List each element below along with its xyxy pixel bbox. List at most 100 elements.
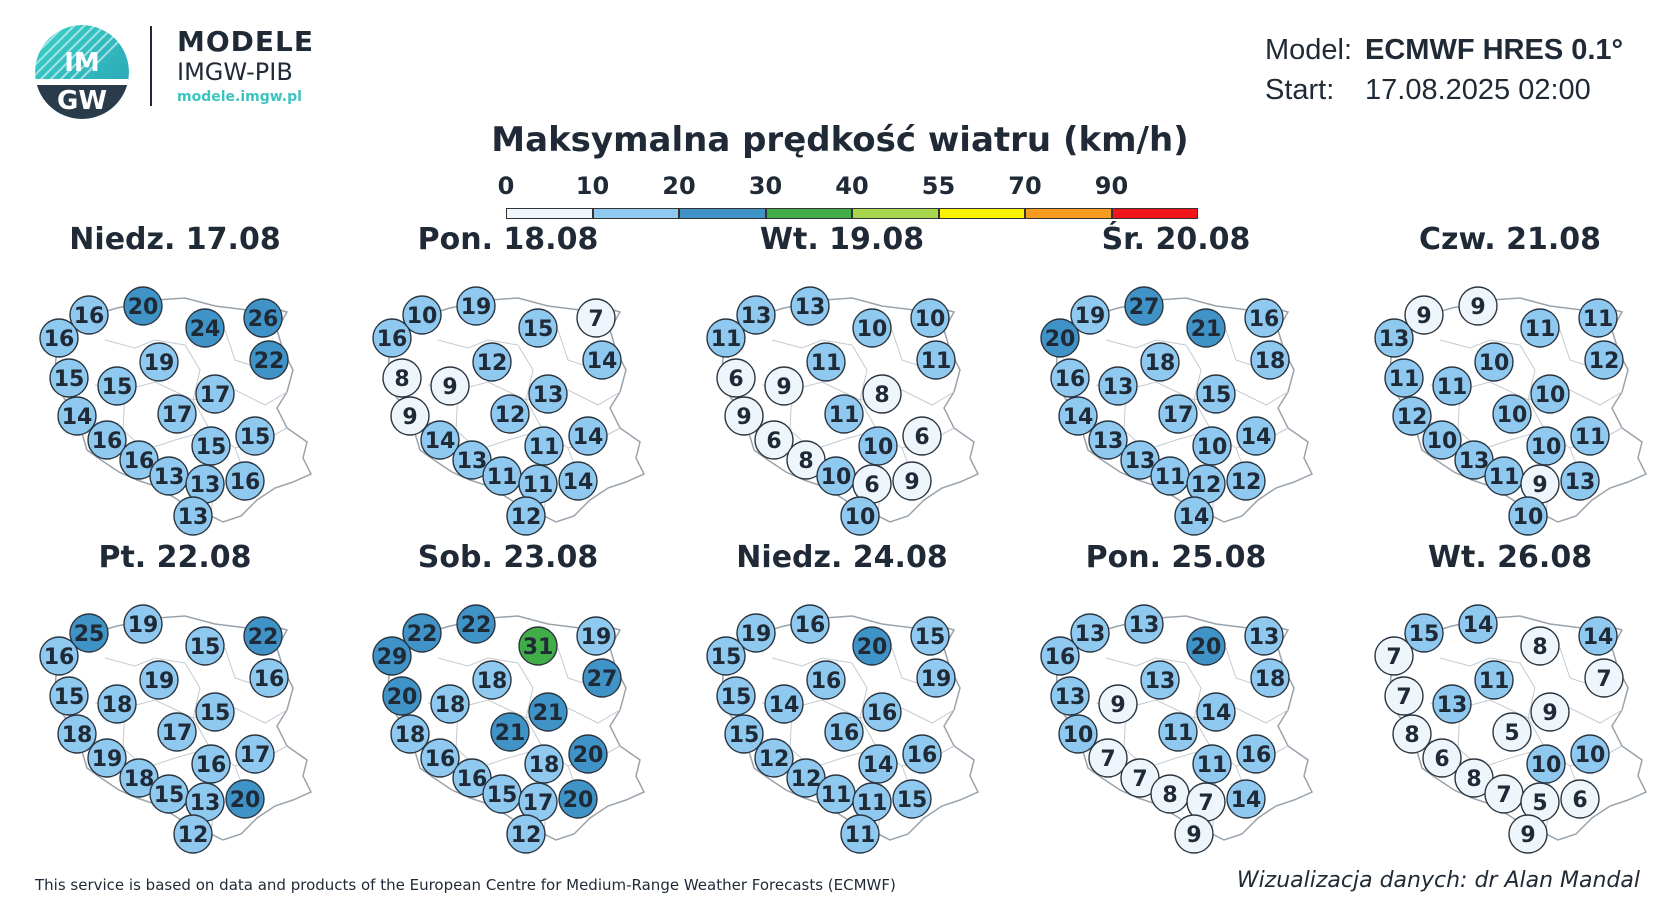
marker-circle — [1124, 286, 1164, 326]
marker-circle — [1192, 426, 1232, 466]
wind-station-marker: 15 — [716, 676, 756, 716]
poland-map: 19 16 20 15 15 19 16 15 14 16 15 16 16 12 14 12 11 11 15 11 — [692, 604, 992, 868]
marker-value: 15 — [523, 317, 554, 342]
region-border — [184, 344, 211, 431]
wind-station-marker: 10 — [1526, 744, 1566, 784]
wind-station-marker: 11 — [816, 774, 856, 814]
marker-value: 16 — [1249, 307, 1280, 332]
wind-station-marker: 12 — [506, 814, 546, 854]
marker-circle — [916, 340, 956, 380]
marker-circle — [1584, 658, 1624, 698]
marker-circle — [49, 676, 89, 716]
wind-station-marker: 11 — [916, 340, 956, 380]
marker-value: 9 — [442, 375, 457, 400]
legend-tick: 20 — [662, 172, 696, 200]
marker-value: 13 — [190, 791, 221, 816]
region-border — [1439, 657, 1521, 667]
marker-value: 16 — [1045, 645, 1076, 670]
marker-value: 10 — [1531, 435, 1562, 460]
marker-circle — [1158, 712, 1198, 752]
marker-circle — [1526, 426, 1566, 466]
marker-value: 9 — [736, 405, 751, 430]
wind-station-marker: 10 — [1492, 394, 1532, 434]
marker-circle — [243, 616, 283, 656]
wind-station-marker: 11 — [1192, 744, 1232, 784]
marker-circle — [87, 420, 127, 460]
legend-color-segment — [506, 208, 593, 219]
marker-circle — [910, 616, 950, 656]
marker-circle — [1158, 394, 1198, 434]
wind-station-marker: 25 — [69, 613, 109, 653]
marker-value: 6 — [864, 473, 879, 498]
marker-value: 21 — [495, 721, 526, 746]
wind-station-marker: 8 — [862, 374, 902, 414]
marker-circle — [1384, 358, 1424, 398]
marker-value: 7 — [1496, 783, 1511, 808]
wind-station-marker: 13 — [1050, 676, 1090, 716]
footer-credit: Wizualizacja danych: dr Alan Mandal — [1236, 868, 1640, 893]
marker-circle — [892, 779, 932, 819]
marker-circle — [1432, 366, 1472, 406]
marker-circle — [1492, 712, 1532, 752]
marker-value: 11 — [821, 783, 852, 808]
wind-station-marker: 14 — [558, 461, 598, 501]
marker-circle — [372, 636, 412, 676]
wind-station-marker: 6 — [902, 416, 942, 456]
marker-value: 15 — [915, 625, 946, 650]
marker-value: 14 — [62, 405, 93, 430]
marker-circle — [382, 676, 422, 716]
wind-station-marker: 15 — [195, 692, 235, 732]
marker-value: 19 — [581, 625, 612, 650]
marker-circle — [157, 394, 197, 434]
wind-station-marker: 13 — [1098, 366, 1138, 406]
marker-circle — [1392, 714, 1432, 754]
wind-station-marker: 9 — [1530, 692, 1570, 732]
marker-value: 10 — [1479, 351, 1510, 376]
marker-circle — [1458, 286, 1498, 326]
chart-title: Maksymalna prędkość wiatru (km/h) — [491, 120, 1189, 160]
marker-value: 17 — [523, 791, 554, 816]
marker-value: 15 — [1201, 383, 1232, 408]
poland-map: 19 27 21 16 20 18 18 16 13 15 14 17 14 13 10 13 11 12 12 14 — [1026, 286, 1326, 550]
marker-circle — [1174, 496, 1214, 536]
marker-circle — [852, 308, 892, 348]
marker-value: 25 — [74, 622, 105, 647]
marker-value: 7 — [1132, 767, 1147, 792]
marker-value: 14 — [425, 429, 456, 454]
marker-value: 11 — [1489, 465, 1520, 490]
wind-station-marker: 9 — [892, 461, 932, 501]
wind-station-marker: 18 — [1250, 658, 1290, 698]
poland-map: 13 13 20 13 16 18 13 13 9 14 10 11 16 7 11 7 8 7 14 9 — [1026, 604, 1326, 868]
wind-station-marker: 15 — [892, 779, 932, 819]
marker-value: 10 — [1513, 505, 1544, 530]
marker-circle — [1098, 366, 1138, 406]
wind-station-marker: 7 — [1374, 636, 1414, 676]
wind-station-marker: 22 — [456, 604, 496, 644]
marker-circle — [1422, 420, 1462, 460]
marker-value: 10 — [915, 307, 946, 332]
marker-circle — [1520, 626, 1560, 666]
brand-url[interactable]: modele.imgw.pl — [177, 89, 302, 105]
wind-station-marker: 6 — [852, 464, 892, 504]
marker-value: 7 — [588, 307, 603, 332]
marker-circle — [1244, 298, 1284, 338]
marker-circle — [195, 692, 235, 732]
wind-station-marker: 14 — [1236, 416, 1276, 456]
wind-station-marker: 6 — [716, 358, 756, 398]
marker-circle — [456, 604, 496, 644]
marker-value: 13 — [795, 295, 826, 320]
wind-station-marker: 15 — [724, 714, 764, 754]
marker-circle — [1404, 613, 1444, 653]
wind-station-marker: 10 — [1508, 496, 1548, 536]
marker-value: 18 — [1145, 351, 1176, 376]
marker-value: 14 — [1179, 505, 1210, 530]
brand-subtitle: IMGW-PIB — [177, 58, 293, 86]
marker-value: 20 — [230, 788, 261, 813]
region-border — [1105, 339, 1187, 349]
marker-circle — [568, 734, 608, 774]
legend-tick: 0 — [497, 172, 515, 200]
marker-circle — [916, 658, 956, 698]
